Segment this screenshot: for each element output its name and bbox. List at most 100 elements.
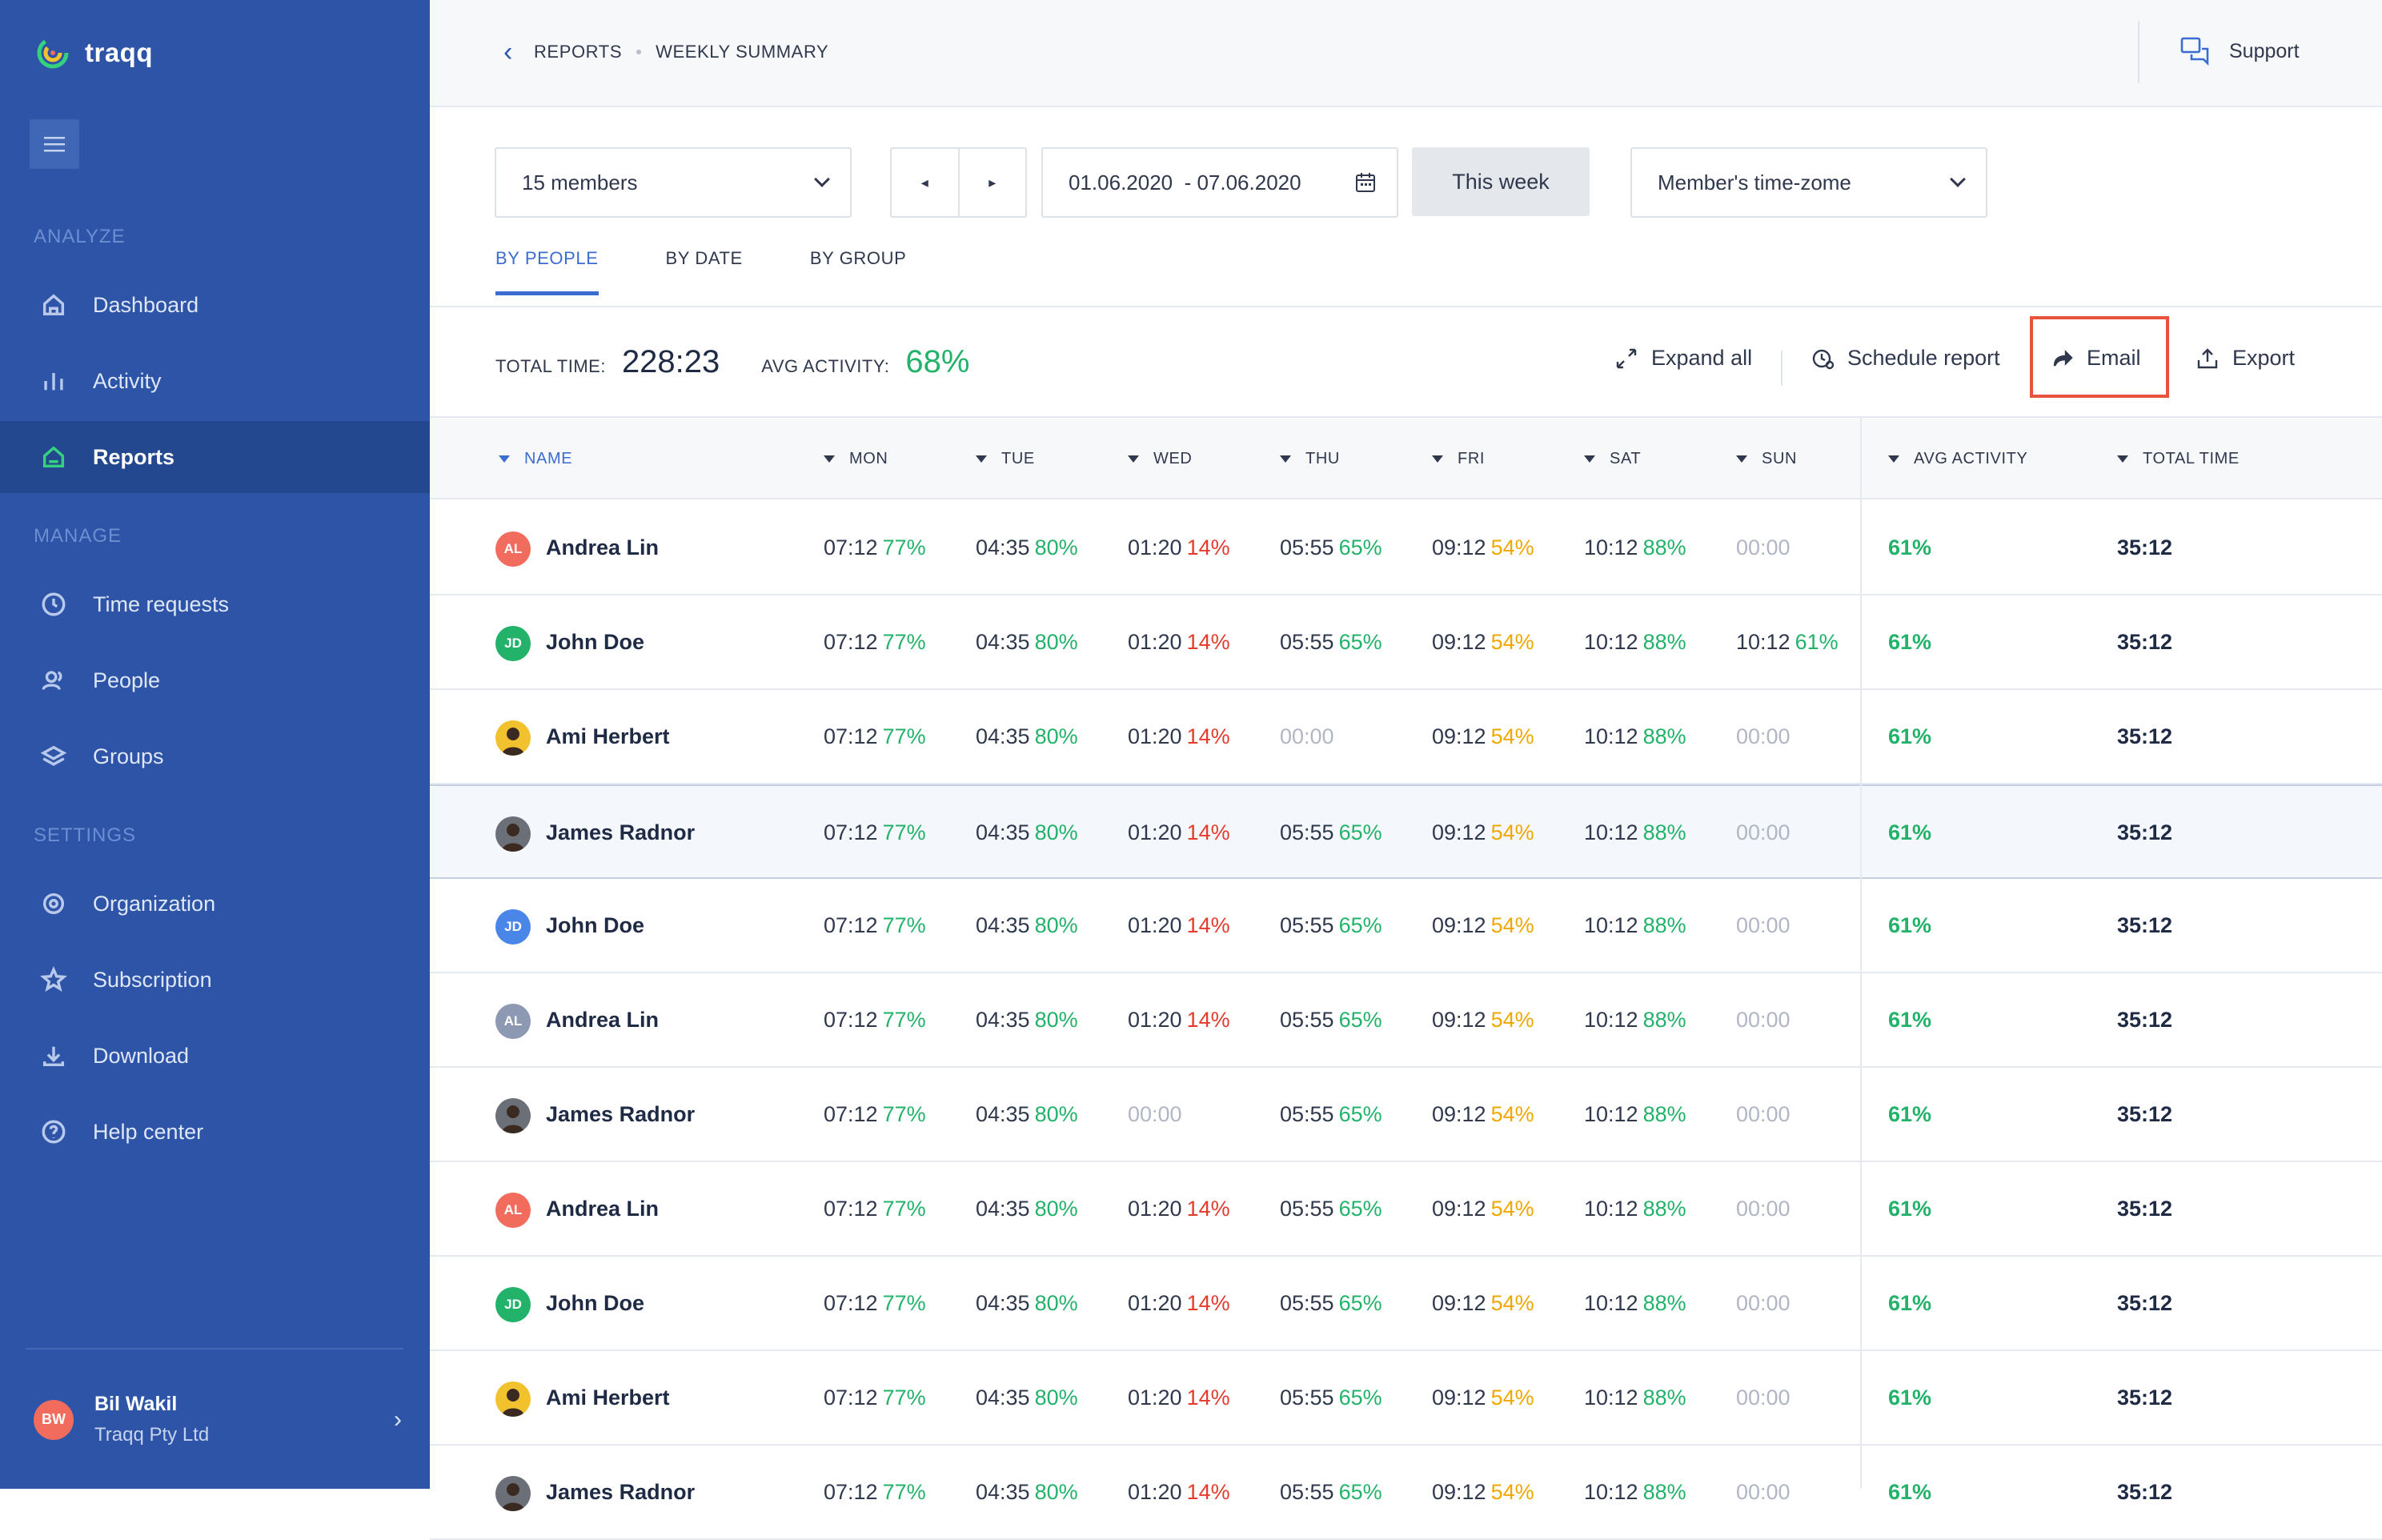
table-row[interactable]: Ami Herbert 07:12 77% 04:35 80% 01:20 14% 05:55… [430,1351,2382,1446]
members-select[interactable]: 15 members [495,147,852,218]
share-arrow-icon [2053,349,2073,367]
tab-by-people[interactable]: BY PEOPLE [495,248,599,295]
day-activity: 77% [882,1102,926,1126]
day-time: 04:35 [976,724,1030,748]
topbar: ‹ REPORTS WEEKLY SUMMARY Support [430,0,2382,107]
caret-right-icon: ▸ [988,174,997,190]
total-time-cell: 35:12 [2117,913,2173,937]
day-time: 09:12 [1432,1291,1486,1315]
breadcrumb-reports[interactable]: REPORTS [533,42,623,62]
member-name[interactable]: John Doe [546,913,645,937]
column-header-thu[interactable]: THU [1280,450,1340,468]
table-row[interactable]: James Radnor 07:12 77% 04:35 80% 00:00 05:55 65… [430,1068,2382,1162]
sidebar-item-organization[interactable]: Organization [0,868,430,940]
day-cell: 01:20 14% [1128,1386,1230,1410]
date-range-picker[interactable]: 01.06.2020 - 07.06.2020 [1041,147,1398,218]
day-time: 01:20 [1128,1480,1182,1504]
sidebar-item-groups[interactable]: Groups [0,720,430,792]
menu-toggle-button[interactable] [30,119,79,169]
this-week-button[interactable]: This week [1412,147,1590,216]
day-cell: 10:12 61% [1736,630,1839,655]
avg-activity-cell: 61% [1888,820,1932,844]
day-activity: 54% [1490,1386,1534,1410]
total-time-cell: 35:12 [2117,1291,2173,1315]
table-row[interactable]: James Radnor 07:12 77% 04:35 80% 01:20 14% 05:5… [430,784,2382,879]
member-name[interactable]: Ami Herbert [546,1386,670,1410]
tab-by-date[interactable]: BY DATE [665,248,743,268]
table-row[interactable]: James Radnor 07:12 77% 04:35 80% 01:20 14% 05:5… [430,1446,2382,1540]
traqq-logo[interactable]: traqq [35,35,153,70]
total-time-cell: 35:12 [2117,535,2173,559]
day-time: 07:12 [824,1291,878,1315]
day-time: 10:12 [1584,724,1638,748]
sidebar-item-dashboard[interactable]: Dashboard [0,269,430,341]
table-row[interactable]: AL Andrea Lin 07:12 77% 04:35 80% 01:20 14% 05:5… [430,501,2382,596]
member-name[interactable]: James Radnor [546,1480,696,1504]
next-week-button[interactable]: ▸ [960,149,1026,216]
support-button[interactable]: Support [2179,35,2300,67]
column-label: SAT [1610,450,1642,467]
member-name[interactable]: John Doe [546,630,645,654]
timezone-select[interactable]: Member's time-zome [1630,147,1987,218]
day-cell: 09:12 54% [1432,630,1534,655]
day-cell: 05:55 65% [1280,1291,1382,1316]
day-cell: 10:12 88% [1584,1480,1686,1505]
day-time: 04:35 [976,913,1030,937]
day-activity: 80% [1034,1386,1078,1410]
member-name[interactable]: Andrea Lin [546,1197,660,1221]
tab-by-group[interactable]: BY GROUP [809,248,907,268]
column-header-fri[interactable]: FRI [1432,450,1485,468]
day-activity: 65% [1338,1197,1382,1221]
member-name[interactable]: Andrea Lin [546,1008,660,1032]
day-time: 00:00 [1736,535,1791,559]
day-activity: 80% [1034,724,1078,748]
schedule-report-button[interactable]: Schedule report [1811,346,2000,371]
email-button[interactable]: Email [2050,346,2141,371]
day-activity: 77% [882,913,926,937]
member-name[interactable]: Andrea Lin [546,535,660,559]
expand-all-button[interactable]: Expand all [1614,346,1752,371]
day-activity: 88% [1642,1386,1686,1410]
member-name[interactable]: James Radnor [546,1102,696,1126]
avatar: AL [495,1004,531,1039]
column-header-sat[interactable]: SAT [1584,450,1641,468]
total-time-cell: 35:12 [2117,724,2173,748]
table-row[interactable]: JD John Doe 07:12 77% 04:35 80% 01:20 14% 05:55 6… [430,596,2382,690]
column-header-total-time[interactable]: TOTAL TIME [2117,450,2240,468]
day-activity: 14% [1186,1291,1230,1315]
sidebar-item-download[interactable]: Download [0,1020,430,1092]
day-cell: 05:55 65% [1280,630,1382,655]
day-cell: 00:00 [1736,1386,1791,1410]
column-header-mon[interactable]: MON [824,450,888,468]
day-time: 07:12 [824,1386,878,1410]
caret-left-icon: ◂ [920,174,928,190]
sidebar-item-time-requests[interactable]: Time requests [0,568,430,640]
column-header-avg-activity[interactable]: AVG ACTIVITY [1888,450,2027,468]
day-cell: 09:12 54% [1432,1480,1534,1505]
prev-week-button[interactable]: ◂ [892,149,960,216]
avg-activity-cell: 61% [1888,913,1932,937]
sidebar-item-help-center[interactable]: Help center [0,1096,430,1168]
column-header-wed[interactable]: WED [1128,450,1192,468]
column-header-tue[interactable]: TUE [976,450,1035,468]
export-button[interactable]: Export [2196,346,2295,371]
sidebar-item-activity[interactable]: Activity [0,345,430,417]
back-chevron-icon[interactable]: ‹ [503,37,513,67]
table-row[interactable]: AL Andrea Lin 07:12 77% 04:35 80% 01:20 14% 05:5… [430,973,2382,1068]
member-name[interactable]: Ami Herbert [546,724,670,748]
day-time: 01:20 [1128,1386,1182,1410]
sidebar-item-people[interactable]: People [0,644,430,716]
sidebar-item-reports[interactable]: Reports [0,421,430,493]
table-row[interactable]: JD John Doe 07:12 77% 04:35 80% 01:20 14% 05:55 6… [430,879,2382,973]
user-menu[interactable]: BW Bil Wakil Traqq Pty Ltd › [34,1393,402,1446]
column-header-sun[interactable]: SUN [1736,450,1797,468]
member-name[interactable]: James Radnor [546,820,696,844]
column-separator [1860,416,1862,1489]
table-row[interactable]: Ami Herbert 07:12 77% 04:35 80% 01:20 14% 00:00… [430,690,2382,784]
day-time: 09:12 [1432,1480,1486,1504]
table-row[interactable]: JD John Doe 07:12 77% 04:35 80% 01:20 14% 05:55 6… [430,1257,2382,1351]
sidebar-item-subscription[interactable]: Subscription [0,944,430,1016]
table-row[interactable]: AL Andrea Lin 07:12 77% 04:35 80% 01:20 14% 05:5… [430,1162,2382,1257]
column-header-name[interactable]: NAME [499,450,572,468]
member-name[interactable]: John Doe [546,1291,645,1315]
